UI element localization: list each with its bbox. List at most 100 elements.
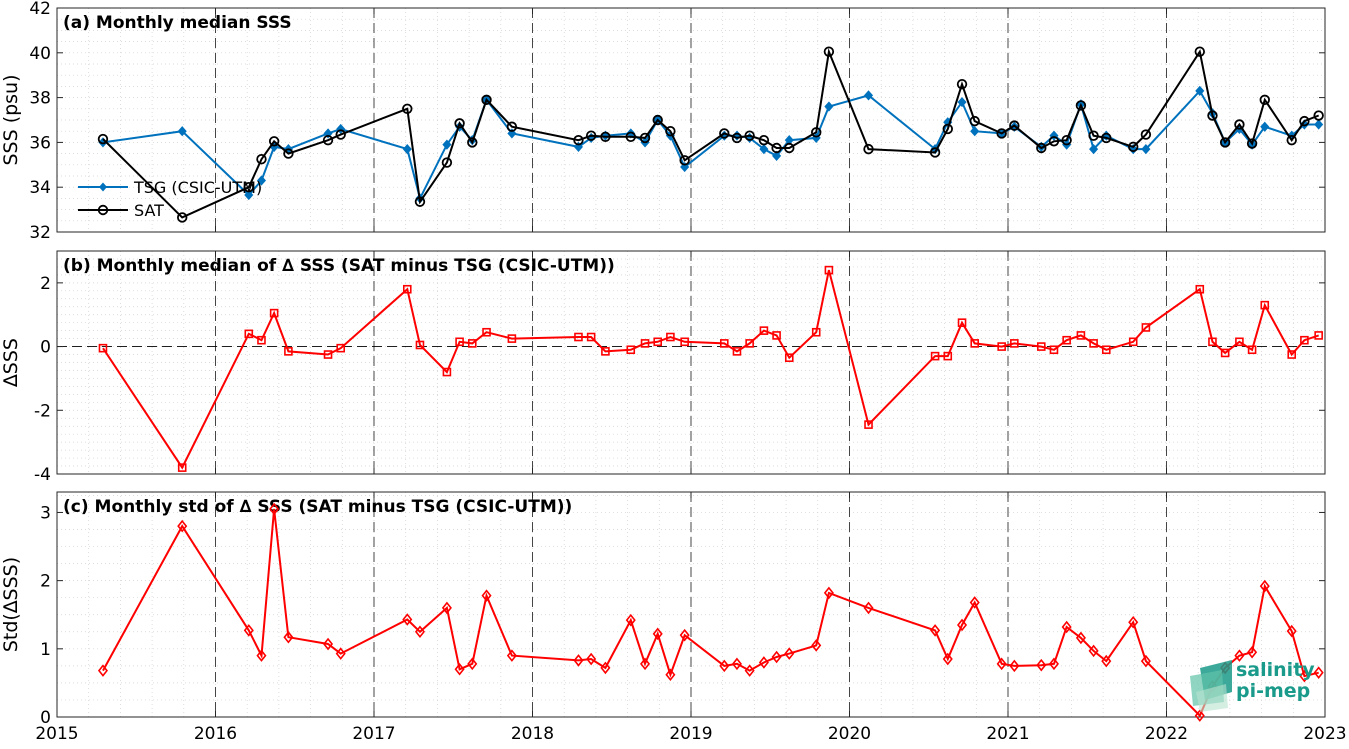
data-point: [467, 137, 478, 148]
x-tick-label: 2018: [511, 724, 554, 744]
data-point: [1313, 666, 1324, 679]
data-point: [256, 153, 267, 165]
y-tick-label: 1: [40, 640, 51, 660]
data-point: [863, 601, 874, 615]
logo-line2: pi-mep: [1236, 680, 1310, 702]
legend-marker: [97, 204, 109, 216]
data-point: [269, 308, 279, 318]
data-point: [1286, 134, 1297, 146]
data-point: [177, 463, 187, 472]
panel-title: (a) Monthly median SSS: [63, 13, 292, 33]
data-point: [640, 339, 650, 348]
data-point: [415, 340, 425, 350]
y-tick-label: -2: [34, 401, 51, 421]
data-point: [442, 367, 452, 377]
data-point: [1286, 624, 1297, 638]
legend-label: TSG (CSIC-UTM): [133, 178, 262, 197]
data-point: [719, 659, 730, 673]
data-point: [335, 647, 346, 660]
data-point: [1075, 100, 1087, 111]
data-point: [666, 332, 675, 342]
data-point: [652, 627, 663, 641]
data-point: [454, 118, 465, 129]
data-point: [784, 142, 795, 154]
data-point: [1140, 129, 1152, 140]
data-point: [640, 657, 651, 671]
data-point: [1010, 339, 1019, 348]
data-point: [177, 126, 187, 137]
data-point: [402, 284, 412, 294]
data-point: [969, 115, 980, 127]
data-point: [467, 339, 477, 348]
data-point: [625, 613, 636, 627]
data-point: [244, 329, 254, 339]
legend-marker: [99, 182, 107, 192]
data-point: [772, 150, 782, 161]
data-point: [455, 337, 464, 347]
data-point: [957, 618, 968, 632]
data-point: [1089, 144, 1099, 155]
data-point: [256, 175, 267, 186]
data-point: [863, 90, 874, 101]
data-point: [586, 332, 596, 342]
data-point: [731, 657, 742, 671]
data-point: [1101, 345, 1111, 355]
data-point: [1141, 323, 1151, 332]
y-tick-label: 0: [40, 708, 51, 728]
data-point: [956, 78, 968, 90]
data-point: [759, 144, 769, 155]
data-point: [811, 127, 822, 138]
data-point: [653, 337, 663, 347]
series-line: [102, 508, 1319, 718]
data-point: [930, 351, 940, 361]
data-point: [1009, 659, 1020, 673]
data-point: [1299, 115, 1310, 127]
y-tick-label: 34: [29, 178, 51, 198]
data-point: [586, 652, 597, 666]
data-point: [284, 347, 293, 356]
data-point: [1194, 46, 1205, 57]
data-point: [1076, 331, 1086, 340]
data-point: [573, 134, 584, 146]
data-point: [970, 126, 980, 137]
data-point: [626, 345, 636, 355]
data-point: [930, 624, 941, 637]
data-point: [1246, 138, 1258, 149]
data-point: [600, 131, 611, 143]
data-point: [626, 128, 636, 139]
data-point: [402, 103, 413, 115]
x-tick-label: 2019: [669, 724, 712, 744]
data-point: [283, 148, 294, 159]
y-tick-label: 3: [40, 503, 51, 523]
data-point: [942, 123, 953, 135]
y-tick-label: 0: [40, 338, 51, 358]
data-point: [442, 139, 452, 150]
data-point: [1195, 85, 1205, 96]
data-point: [177, 212, 188, 223]
data-point: [744, 130, 755, 141]
data-point: [323, 350, 333, 359]
data-point: [323, 637, 334, 651]
x-tick-label: 2023: [1303, 724, 1346, 744]
data-point: [1259, 579, 1270, 593]
data-point: [625, 131, 636, 143]
data-point: [283, 630, 294, 644]
data-point: [1048, 657, 1059, 671]
data-point: [574, 332, 583, 342]
data-point: [336, 343, 346, 353]
y-tick-label: 2: [40, 572, 51, 592]
data-point: [1048, 136, 1060, 147]
data-point: [957, 318, 967, 327]
data-point: [243, 624, 254, 637]
data-point: [1128, 337, 1138, 347]
data-point: [573, 654, 584, 667]
data-point: [1260, 121, 1270, 132]
y-tick-label: 42: [29, 0, 51, 19]
data-point: [823, 586, 834, 600]
data-point: [864, 420, 873, 429]
data-point: [1313, 110, 1324, 121]
y-tick-label: -4: [34, 465, 51, 485]
data-point: [1314, 119, 1324, 130]
data-point: [1259, 94, 1270, 106]
